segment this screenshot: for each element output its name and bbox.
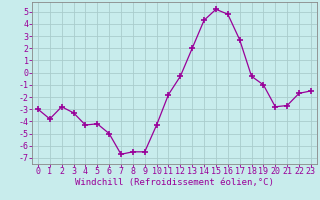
X-axis label: Windchill (Refroidissement éolien,°C): Windchill (Refroidissement éolien,°C): [75, 178, 274, 187]
